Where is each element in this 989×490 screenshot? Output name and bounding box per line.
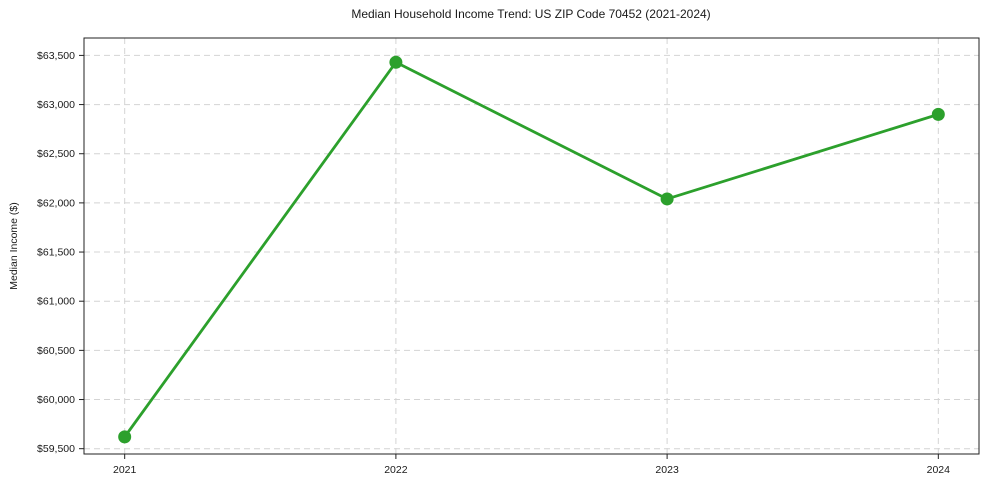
data-point-2021 [118,430,132,444]
y-tick-label: $63,000 [37,99,75,111]
data-point-2023 [660,192,674,206]
y-axis-label: Median Income ($) [8,202,20,290]
data-point-2022 [389,55,403,69]
x-tick-label: 2022 [384,464,408,476]
y-tick-label: $62,000 [37,197,75,209]
x-tick-label: 2021 [113,464,137,476]
y-tick-label: $60,500 [37,345,75,357]
y-tick-label: $59,500 [37,443,75,455]
chart-title: Median Household Income Trend: US ZIP Co… [351,7,711,21]
data-point-2024 [931,107,945,121]
x-tick-label: 2023 [655,464,679,476]
y-tick-label: $60,000 [37,394,75,406]
y-tick-label: $61,000 [37,296,75,308]
trend-line [123,60,940,439]
y-tick-label: $61,500 [37,247,75,259]
y-tick-label: $62,500 [37,148,75,160]
x-tick-label: 2024 [927,464,951,476]
plot-border [83,37,980,455]
y-tick-label: $63,500 [37,50,75,62]
